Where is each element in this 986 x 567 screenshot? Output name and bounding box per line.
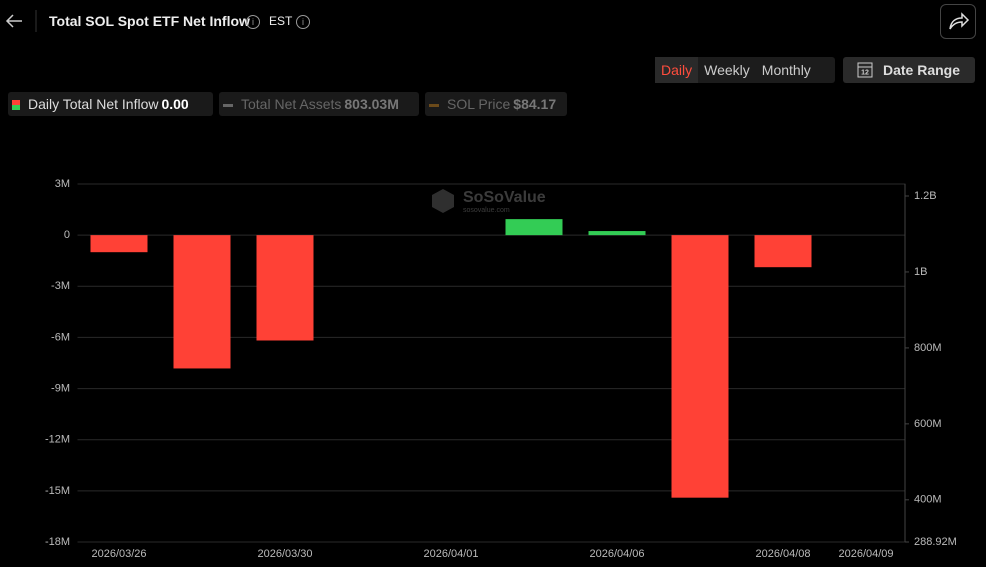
legend-value: $84.17 — [513, 96, 557, 112]
y2-tick-label: 600M — [914, 418, 942, 430]
bar — [256, 235, 314, 341]
legend-name: Total Net Assets — [241, 96, 342, 112]
y-tick-label: 3M — [55, 178, 70, 190]
legend-name: SOL Price — [447, 96, 511, 112]
x-tick-label: 2026/04/01 — [423, 548, 478, 560]
svg-text:12: 12 — [861, 69, 869, 76]
x-tick-label: 2026/04/09 — [838, 548, 893, 560]
legend-name: Daily Total Net Inflow — [28, 96, 159, 112]
timezone: EST — [269, 14, 293, 28]
bar — [173, 235, 231, 369]
watermark-logo — [432, 189, 454, 213]
date-range-button[interactable]: 12 Date Range — [843, 57, 975, 83]
x-tick-label: 2026/04/06 — [589, 548, 644, 560]
y-tick-label: -12M — [45, 434, 70, 446]
legend-item[interactable]: Daily Total Net Inflow 0.00 — [8, 92, 213, 116]
x-tick-label: 2026/03/30 — [257, 548, 312, 560]
legend-swatch — [12, 100, 20, 111]
y2-tick-label: 288.92M — [914, 536, 957, 548]
y2-tick-label: 1.2B — [914, 190, 937, 202]
x-tick-label: 2026/03/26 — [91, 548, 146, 560]
period-option[interactable]: Daily — [655, 57, 699, 83]
watermark-name: SoSoValue — [463, 189, 546, 206]
y-tick-label: -18M — [45, 536, 70, 548]
calendar-icon: 12 — [857, 62, 873, 78]
date-range-label: Date Range — [883, 62, 961, 78]
info-icon[interactable]: i — [296, 15, 310, 29]
period-toggle: Daily Weekly Monthly — [655, 57, 835, 83]
share-icon — [949, 12, 970, 30]
y-tick-label: -15M — [45, 485, 70, 497]
legend-swatch — [429, 103, 439, 107]
info-icon[interactable]: i — [246, 15, 260, 29]
bar — [505, 219, 563, 236]
bar — [671, 235, 729, 498]
y2-tick-label: 400M — [914, 494, 942, 506]
page-title: Total SOL Spot ETF Net Inflow — [49, 13, 250, 29]
y-tick-label: -6M — [51, 331, 70, 343]
period-option[interactable]: Monthly — [761, 62, 811, 78]
legend-item[interactable]: Total Net Assets 803.03M — [219, 92, 419, 116]
share-button[interactable] — [940, 4, 976, 39]
legend-value: 803.03M — [344, 96, 399, 112]
watermark-site: sosovalue.com — [463, 207, 510, 214]
y2-tick-label: 800M — [914, 342, 942, 354]
bar — [90, 235, 148, 253]
bar — [754, 235, 812, 268]
legend-swatch — [223, 103, 233, 107]
y2-tick-label: 1B — [914, 266, 927, 278]
back-icon[interactable] — [5, 14, 22, 28]
legend-value: 0.00 — [161, 96, 189, 112]
bar — [588, 231, 646, 236]
legend-item[interactable]: SOL Price $84.17 — [425, 92, 567, 116]
y-tick-label: 0 — [64, 229, 70, 241]
y-tick-label: -9M — [51, 382, 70, 394]
x-tick-label: 2026/04/08 — [755, 548, 810, 560]
y-tick-label: -3M — [51, 280, 70, 292]
period-option[interactable]: Weekly — [704, 62, 750, 78]
